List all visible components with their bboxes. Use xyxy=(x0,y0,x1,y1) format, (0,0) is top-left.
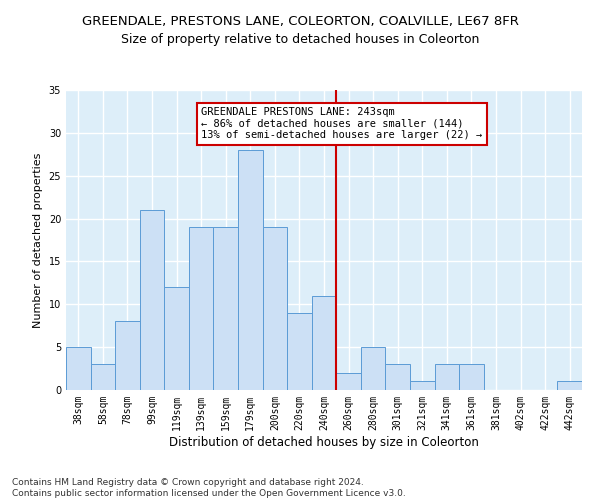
Text: GREENDALE, PRESTONS LANE, COLEORTON, COALVILLE, LE67 8FR: GREENDALE, PRESTONS LANE, COLEORTON, COA… xyxy=(82,15,518,28)
Bar xyxy=(385,364,410,390)
Bar xyxy=(557,382,582,390)
Bar xyxy=(164,287,189,390)
Y-axis label: Number of detached properties: Number of detached properties xyxy=(33,152,43,328)
Bar xyxy=(410,382,434,390)
Bar xyxy=(140,210,164,390)
Text: Contains HM Land Registry data © Crown copyright and database right 2024.
Contai: Contains HM Land Registry data © Crown c… xyxy=(12,478,406,498)
Bar xyxy=(115,322,140,390)
Bar xyxy=(189,227,214,390)
Bar xyxy=(434,364,459,390)
Bar xyxy=(361,347,385,390)
Bar xyxy=(312,296,336,390)
Bar xyxy=(66,347,91,390)
Bar xyxy=(91,364,115,390)
Bar xyxy=(238,150,263,390)
Bar xyxy=(214,227,238,390)
X-axis label: Distribution of detached houses by size in Coleorton: Distribution of detached houses by size … xyxy=(169,436,479,448)
Text: GREENDALE PRESTONS LANE: 243sqm
← 86% of detached houses are smaller (144)
13% o: GREENDALE PRESTONS LANE: 243sqm ← 86% of… xyxy=(201,107,482,140)
Bar xyxy=(263,227,287,390)
Bar xyxy=(287,313,312,390)
Bar xyxy=(336,373,361,390)
Bar xyxy=(459,364,484,390)
Text: Size of property relative to detached houses in Coleorton: Size of property relative to detached ho… xyxy=(121,32,479,46)
